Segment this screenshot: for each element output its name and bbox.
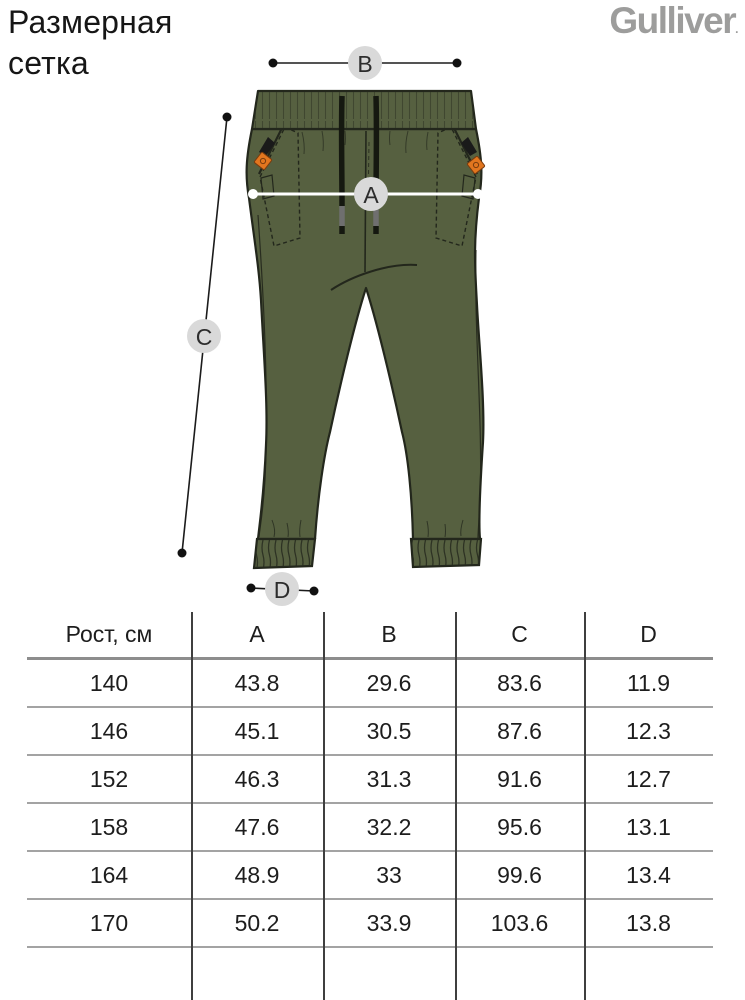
marker-circle-d <box>265 572 299 606</box>
marker-circle-c <box>187 319 221 353</box>
table-cell: 87.6 <box>497 717 542 744</box>
measure-line-d: D <box>246 572 319 606</box>
table-cell: 170 <box>89 909 129 936</box>
table-row: 140 43.8 29.6 83.6 11.9 <box>27 660 713 708</box>
left-cuff <box>252 537 317 570</box>
table-row: 164 48.9 33 99.6 13.4 <box>27 852 713 900</box>
measure-line-c: C <box>177 112 232 558</box>
marker-label-a: A <box>363 182 379 208</box>
brand-logo: Gulliver. <box>609 0 738 42</box>
table-row: 152 46.3 31.3 91.6 12.7 <box>27 756 713 804</box>
table-cell: 99.6 <box>497 861 542 888</box>
table-row: 146 45.1 30.5 87.6 12.3 <box>27 708 713 756</box>
table-vertical-line <box>191 612 193 1000</box>
table-cell: 43.8 <box>234 669 280 696</box>
table-cell: 146 <box>89 717 129 744</box>
waistband <box>250 89 478 131</box>
column-header-b: B <box>381 621 397 647</box>
table-cell: 140 <box>89 669 129 696</box>
table-cell: 91.6 <box>497 765 542 792</box>
table-cell: 13.8 <box>626 909 671 936</box>
table-vertical-line <box>584 612 586 1000</box>
brand-trademark: . <box>735 22 738 36</box>
table-cell: 48.9 <box>234 861 280 888</box>
brand-logo-text: Gulliver <box>609 0 736 41</box>
table-cell: 30.5 <box>366 717 412 744</box>
table-row: 170 50.2 33.9 103.6 13.8 <box>27 900 713 948</box>
table-cell: 12.7 <box>626 765 671 792</box>
pants-drawing <box>245 89 486 570</box>
table-cell: 50.2 <box>234 909 280 936</box>
table-cell: 46.3 <box>234 765 280 792</box>
table-cell: 83.6 <box>497 669 542 696</box>
page-title-line2: сетка <box>8 45 89 81</box>
size-table: Рост, см A B C D 140 43.8 29.6 83.6 11.9… <box>27 612 713 1000</box>
table-cell: 152 <box>89 765 129 792</box>
pants-body <box>245 127 485 541</box>
left-tab-icon <box>253 137 275 171</box>
marker-label-b: B <box>357 51 372 77</box>
table-cell: 31.3 <box>366 765 412 792</box>
table-cell: 45.1 <box>234 717 280 744</box>
table-cell: 47.6 <box>234 813 280 840</box>
right-cuff <box>409 537 483 569</box>
cuff-gathers <box>271 519 464 538</box>
right-tab-icon <box>461 137 486 175</box>
page-title-line1: Размерная <box>8 4 173 40</box>
table-row-empty <box>27 948 713 1000</box>
table-cell: 164 <box>89 861 129 888</box>
marker-label-c: C <box>196 324 213 350</box>
table-cell: 12.3 <box>626 717 671 744</box>
table-vertical-line <box>323 612 325 1000</box>
table-cell: 11.9 <box>626 669 671 696</box>
table-cell: 33 <box>376 861 402 888</box>
table-vertical-line <box>455 612 457 1000</box>
measure-line-b: B <box>268 46 462 80</box>
marker-circle-b <box>348 46 382 80</box>
page-title: Размерная сетка <box>8 2 173 84</box>
column-header-height: Рост, см <box>65 621 153 647</box>
table-cell: 158 <box>89 813 129 840</box>
marker-label-d: D <box>274 577 291 603</box>
waist-gathers <box>301 130 429 155</box>
pants-measurement-diagram: B A C D <box>177 46 486 606</box>
table-cell: 103.6 <box>490 909 549 936</box>
table-cell: 29.6 <box>366 669 412 696</box>
measure-line-a: A <box>248 177 483 211</box>
table-cell: 32.2 <box>366 813 412 840</box>
marker-circle-a <box>354 177 388 211</box>
table-row: 158 47.6 32.2 95.6 13.1 <box>27 804 713 852</box>
column-header-a: A <box>249 621 265 647</box>
leg-seams <box>257 214 482 539</box>
table-cell: 33.9 <box>366 909 412 936</box>
table-header-row: Рост, см A B C D <box>27 612 713 660</box>
column-header-d: D <box>640 621 657 647</box>
column-header-c: C <box>511 621 528 647</box>
table-cell: 95.6 <box>497 813 542 840</box>
table-cell: 13.4 <box>626 861 671 888</box>
table-cell: 13.1 <box>626 813 671 840</box>
